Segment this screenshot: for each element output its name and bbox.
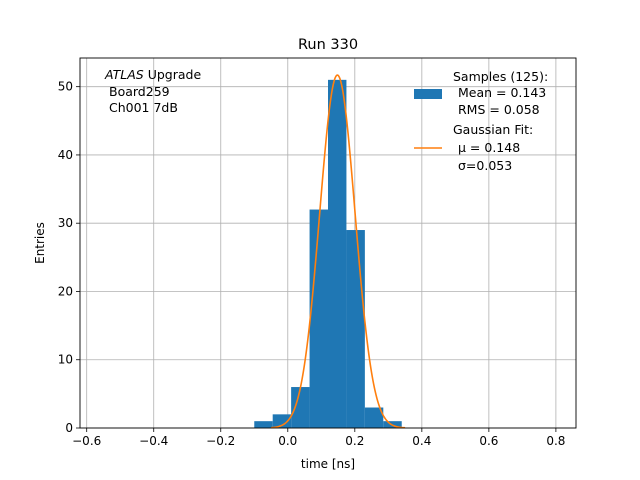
y-tick-label: 30 bbox=[58, 216, 73, 230]
histogram-bar bbox=[328, 79, 347, 428]
histogram-bar bbox=[309, 209, 328, 428]
y-tick-label: 40 bbox=[58, 148, 73, 162]
legend: Samples (125): Mean = 0.143 RMS = 0.058 … bbox=[414, 69, 548, 173]
x-axis-ticks: −0.6 −0.4 −0.2 0.0 0.2 0.4 0.6 0.8 bbox=[72, 428, 565, 448]
y-tick-label: 20 bbox=[58, 284, 73, 298]
histogram-bar bbox=[364, 407, 384, 428]
legend-fit-title: Gaussian Fit: bbox=[453, 122, 533, 137]
x-axis-label: time [ns] bbox=[301, 457, 355, 471]
legend-samples-rms: RMS = 0.058 bbox=[458, 102, 540, 117]
y-tick-label: 50 bbox=[58, 80, 73, 94]
y-axis-label: Entries bbox=[33, 222, 47, 264]
x-tick-label: −0.2 bbox=[206, 434, 235, 448]
y-tick-label: 0 bbox=[65, 421, 73, 435]
legend-samples-mean: Mean = 0.143 bbox=[458, 85, 546, 100]
board-label: Board259 bbox=[109, 84, 170, 99]
x-tick-label: −0.4 bbox=[139, 434, 168, 448]
x-tick-label: −0.6 bbox=[72, 434, 101, 448]
atlas-annotation: ATLAS Upgrade Board259 Ch001 7dB bbox=[104, 67, 201, 115]
histogram-bar bbox=[254, 421, 273, 428]
x-tick-label: 0.8 bbox=[546, 434, 565, 448]
histogram-bar bbox=[272, 414, 292, 428]
atlas-label: ATLAS bbox=[104, 67, 144, 82]
x-tick-label: 0.6 bbox=[479, 434, 498, 448]
channel-label: Ch001 7dB bbox=[109, 100, 178, 115]
svg-text:ATLAS Upgrade: ATLAS Upgrade bbox=[104, 67, 201, 82]
histogram-bar bbox=[346, 230, 365, 428]
x-tick-label: 0.2 bbox=[345, 434, 364, 448]
legend-samples-patch bbox=[414, 89, 442, 99]
y-axis-ticks: 0 10 20 30 40 50 bbox=[58, 80, 80, 435]
legend-fit-sigma: σ=0.053 bbox=[458, 158, 512, 173]
legend-samples-title: Samples (125): bbox=[453, 69, 548, 84]
plot-frame bbox=[79, 57, 577, 429]
x-tick-label: 0.4 bbox=[412, 434, 431, 448]
upgrade-label: Upgrade bbox=[144, 67, 202, 82]
histogram-bar bbox=[291, 387, 310, 428]
x-tick-label: 0.0 bbox=[278, 434, 297, 448]
histogram-bars bbox=[254, 79, 402, 428]
chart-title: Run 330 bbox=[298, 37, 358, 53]
legend-fit-mu: μ = 0.148 bbox=[458, 140, 520, 155]
gaussian-fit-curve bbox=[270, 74, 406, 429]
y-tick-label: 10 bbox=[58, 353, 73, 367]
